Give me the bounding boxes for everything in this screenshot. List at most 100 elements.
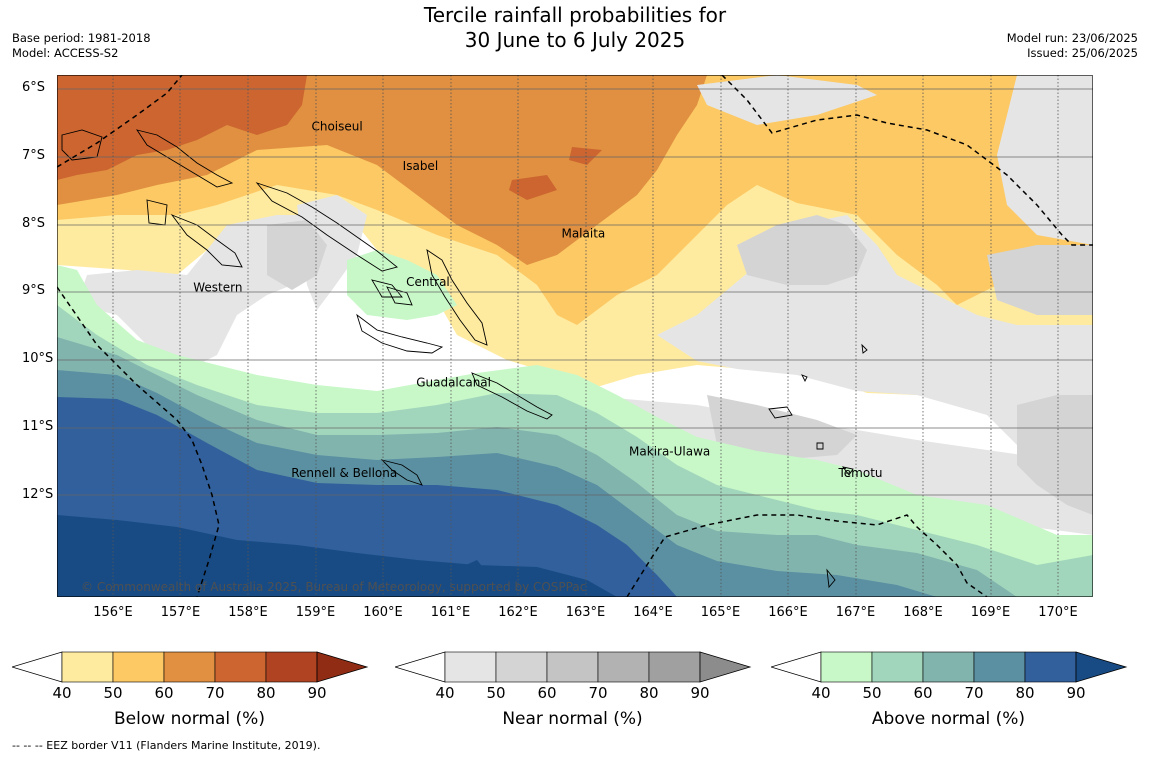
colorbar-tick-label: 50 <box>486 684 506 702</box>
colorbar <box>771 651 1128 683</box>
colorbar-tick-label: 90 <box>690 684 710 702</box>
colorbar-swatch <box>973 651 1026 683</box>
eez-footnote: -- -- -- EEZ border V11 (Flanders Marine… <box>12 739 321 752</box>
colorbar-title: Above normal (%) <box>871 709 1026 729</box>
small-islet-5 <box>826 568 836 589</box>
title-line-2: 30 June to 6 July 2025 <box>464 28 686 52</box>
rennell-island <box>380 459 423 486</box>
region-label: Rennell & Bellona <box>291 466 397 480</box>
lon-label: 156°E <box>93 605 133 620</box>
colorbar-tick-label: 80 <box>256 684 276 702</box>
colorbar-tick-label: 40 <box>811 684 831 702</box>
lat-label: 11°S <box>22 419 54 434</box>
colorbar-swatch <box>214 651 267 683</box>
colorbar-low-arrow <box>12 651 63 683</box>
lat-label: 10°S <box>22 351 54 367</box>
colorbar-swatch <box>495 651 548 683</box>
below-70-zone <box>57 75 602 200</box>
malaita-island <box>426 249 488 346</box>
above-90-zone <box>57 515 617 597</box>
meta-right: Model run: 23/06/2025 Issued: 25/06/2025 <box>1007 31 1138 61</box>
region-label: Isabel <box>403 159 438 173</box>
colorbar-swatch <box>597 651 650 683</box>
colorbar-tick-label: 60 <box>913 684 933 702</box>
model-run: Model run: 23/06/2025 <box>1006 31 1138 45</box>
region-label: Western <box>193 281 242 295</box>
colorbar-tick-label: 70 <box>588 684 608 702</box>
colorbar-high-arrow <box>699 651 752 683</box>
colorbar-tick-label: 60 <box>154 684 174 702</box>
colorbar-swatch <box>820 651 873 683</box>
lon-label: 160°E <box>363 605 403 620</box>
colorbar-tick-label: 50 <box>862 684 882 702</box>
colorbar-title: Below normal (%) <box>114 709 265 729</box>
forecast-map[interactable]: Choiseul Isabel Malaita Central Western Guada… <box>57 75 1093 597</box>
colorbar-high-arrow <box>316 651 369 683</box>
lon-label: 167°E <box>835 605 876 620</box>
small-islet-2 <box>841 466 854 476</box>
lon-label: 169°E <box>970 605 1011 620</box>
eez-borders <box>57 75 1093 597</box>
model-name: Model: ACCESS-S2 <box>12 46 119 60</box>
lon-label: 165°E <box>700 605 741 620</box>
new-georgia-island <box>170 213 243 268</box>
colorbar-swatch <box>265 651 318 683</box>
probability-fields <box>57 75 1093 597</box>
small-islet-4 <box>861 343 868 354</box>
lat-label: 6°S <box>22 80 46 95</box>
lon-label: 170°E <box>1038 605 1078 620</box>
colorbar-swatch <box>871 651 924 683</box>
longitude-lines <box>112 75 1059 597</box>
small-islet-3 <box>801 374 808 383</box>
colorbar-swatch <box>112 651 165 683</box>
colorbar-tick-label: 50 <box>103 684 123 702</box>
colorbar-tick-label: 70 <box>205 684 225 702</box>
near-40-zone <box>77 75 1093 535</box>
colorbar-swatch <box>444 651 497 683</box>
coastlines <box>61 129 868 589</box>
colorbar-low-arrow <box>771 651 822 683</box>
colorbar-low-arrow <box>395 651 446 683</box>
lat-label: 7°S <box>22 147 46 163</box>
colorbar-tick-label: 60 <box>537 684 557 702</box>
colorbar-swatch <box>922 651 975 683</box>
colorbar <box>395 651 752 683</box>
choiseul-island <box>135 129 234 188</box>
region-labels: Choiseul Isabel Malaita Central Western Guada… <box>193 120 882 481</box>
region-label: Makira-Ulawa <box>629 444 710 458</box>
base-period: Base period: 1981-2018 <box>12 31 151 45</box>
region-label: Guadalcanal <box>416 375 491 389</box>
colorbar-tick-label: 70 <box>964 684 984 702</box>
latitude-lines <box>57 88 1093 496</box>
lon-label: 158°E <box>228 605 268 620</box>
issued-date: Issued: 25/06/2025 <box>1027 46 1138 60</box>
isabel-island <box>255 182 398 272</box>
colorbar-tick-label: 40 <box>435 684 455 702</box>
colorbar-high-arrow <box>1075 651 1128 683</box>
lon-label: 157°E <box>160 605 201 620</box>
nggela-island <box>371 279 413 306</box>
colorbar-swatch <box>648 651 701 683</box>
small-islet-1 <box>816 442 824 450</box>
colorbar-tick-label: 80 <box>639 684 659 702</box>
colorbar-title: Near normal (%) <box>502 709 643 729</box>
map-title: Tercile rainfall probabilities for 30 Ju… <box>0 3 1150 53</box>
region-label: Choiseul <box>311 120 362 134</box>
colorbar-swatch <box>163 651 216 683</box>
lon-label: 161°E <box>430 605 471 620</box>
colorbar <box>12 651 369 683</box>
lon-label: 168°E <box>903 605 943 620</box>
colorbar-tick-label: 90 <box>307 684 327 702</box>
lon-label: 166°E <box>768 605 808 620</box>
colorbar-tick-label: 90 <box>1066 684 1086 702</box>
colorbar-swatch <box>61 651 114 683</box>
colorbar-swatch <box>546 651 599 683</box>
lon-label: 162°E <box>498 605 538 620</box>
lat-label: 9°S <box>22 283 46 299</box>
meta-left: Base period: 1981-2018 Model: ACCESS-S2 <box>12 31 151 61</box>
makira-island <box>471 372 553 420</box>
region-label: Central <box>406 275 450 289</box>
lat-label: 8°S <box>22 215 46 231</box>
map-frame <box>57 75 1093 597</box>
title-line-1: Tercile rainfall probabilities for <box>423 3 727 27</box>
